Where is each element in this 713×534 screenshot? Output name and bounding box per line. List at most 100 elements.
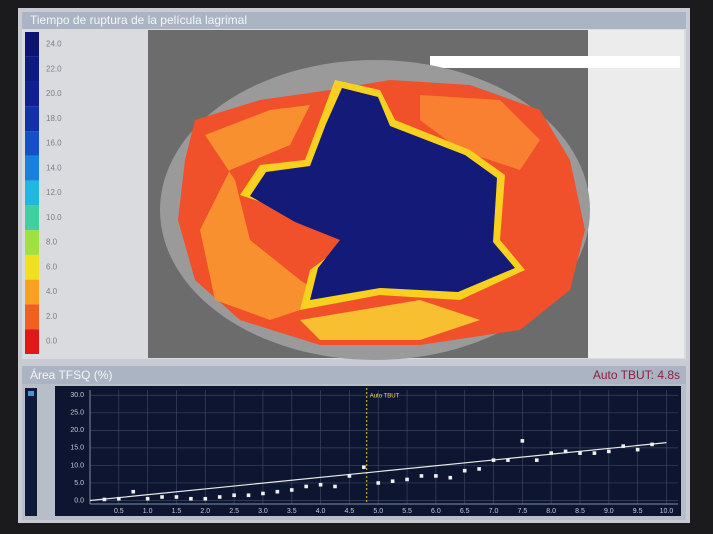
screen: Tiempo de ruptura de la película lagrima… (0, 0, 713, 529)
y-tick-label: 5.0 (74, 480, 84, 487)
point (448, 476, 452, 480)
legend-swatch (25, 32, 39, 57)
x-tick-label: 4.0 (316, 508, 326, 515)
point (535, 458, 539, 462)
x-tick-label: 3.0 (258, 508, 268, 515)
point (276, 490, 280, 494)
chart-title: Área TFSQ (%) (30, 367, 112, 382)
legend-swatch (25, 255, 39, 280)
legend-label: 10.0 (46, 213, 62, 222)
point (521, 439, 525, 443)
x-tick-label: 2.5 (229, 508, 239, 515)
y-tick-label: 15.0 (70, 445, 84, 452)
legend-swatch (25, 106, 39, 131)
legend-swatch (25, 280, 39, 305)
point (146, 497, 150, 501)
point (362, 465, 366, 469)
point (261, 492, 265, 496)
x-tick-label: 6.0 (431, 508, 441, 515)
legend-swatch (25, 82, 39, 107)
point (607, 450, 611, 454)
legend-label: 16.0 (46, 139, 62, 148)
x-tick-label: 7.0 (489, 508, 499, 515)
point (348, 474, 352, 478)
point (203, 497, 207, 501)
point (247, 493, 251, 497)
page: body { margin: 0; background: #1b1b1d; f… (0, 0, 713, 529)
point (578, 451, 582, 455)
x-tick-label: 1.0 (143, 508, 153, 515)
y-tick-label: 10.0 (70, 462, 84, 469)
y-tick-label: 25.0 (70, 410, 84, 417)
glare-strip (430, 56, 680, 68)
point (477, 467, 481, 471)
point (376, 481, 380, 485)
side-icon (28, 391, 34, 396)
x-tick-label: 8.0 (546, 508, 556, 515)
point (564, 450, 568, 454)
point (405, 478, 409, 482)
legend-swatch (25, 329, 39, 354)
point (319, 483, 323, 487)
legend-swatch (25, 131, 39, 156)
point (232, 493, 236, 497)
chart-bar (22, 366, 686, 384)
x-tick-label: 3.5 (287, 508, 297, 515)
point (593, 451, 597, 455)
point (189, 497, 193, 501)
glare (588, 30, 684, 358)
legend-swatch (25, 304, 39, 329)
x-tick-label: 5.0 (373, 508, 383, 515)
point (549, 451, 553, 455)
legend-label: 14.0 (46, 163, 62, 172)
x-tick-label: 5.5 (402, 508, 412, 515)
x-tick-label: 9.5 (633, 508, 643, 515)
y-tick-label: 20.0 (70, 427, 84, 434)
point (391, 479, 395, 483)
point (463, 469, 467, 473)
legend-label: 4.0 (46, 287, 58, 296)
legend-swatch (25, 57, 39, 82)
point (420, 474, 424, 478)
x-tick-label: 9.0 (604, 508, 614, 515)
legend-label: 8.0 (46, 238, 58, 247)
point (621, 444, 625, 448)
point (492, 458, 496, 462)
point (506, 458, 510, 462)
point (131, 490, 135, 494)
point (304, 485, 308, 489)
legend-swatch (25, 230, 39, 255)
legend-label: 24.0 (46, 39, 62, 48)
y-tick-label: 0.0 (74, 497, 84, 504)
legend-swatch (25, 205, 39, 230)
legend-label: 12.0 (46, 188, 62, 197)
point (650, 443, 654, 447)
x-tick-label: 0.5 (114, 508, 124, 515)
legend-label: 2.0 (46, 312, 58, 321)
point (160, 495, 164, 499)
legend-label: 22.0 (46, 64, 62, 73)
point (290, 488, 294, 492)
legend-swatch (25, 181, 39, 206)
x-tick-label: 7.5 (517, 508, 527, 515)
point (636, 448, 640, 452)
point (103, 498, 107, 502)
x-tick-label: 10.0 (660, 508, 674, 515)
x-tick-label: 4.5 (345, 508, 355, 515)
legend-label: 0.0 (46, 337, 58, 346)
x-tick-label: 6.5 (460, 508, 470, 515)
point (333, 485, 337, 489)
point (175, 495, 179, 499)
y-tick-label: 30.0 (70, 392, 84, 399)
legend-label: 6.0 (46, 262, 58, 271)
legend-label: 20.0 (46, 89, 62, 98)
x-tick-label: 1.5 (172, 508, 182, 515)
point (218, 495, 222, 499)
tbut-value: Auto TBUT: 4.8s (593, 368, 680, 382)
point (117, 497, 121, 501)
side-strip (25, 388, 37, 516)
x-tick-label: 2.0 (200, 508, 210, 515)
legend-swatch (25, 156, 39, 181)
panel-title: Tiempo de ruptura de la película lagrima… (30, 13, 247, 27)
tbut-label: Auto TBUT (370, 394, 400, 400)
